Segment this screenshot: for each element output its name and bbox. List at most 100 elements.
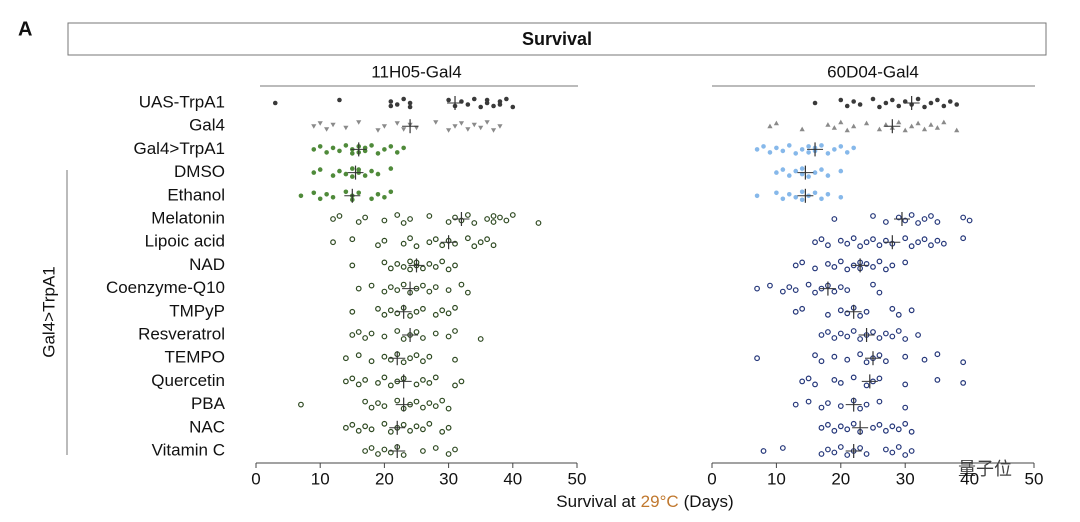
point (452, 304, 458, 311)
point (754, 285, 760, 292)
point (465, 127, 471, 132)
point (394, 102, 400, 107)
point (876, 126, 883, 132)
point (362, 214, 369, 221)
point (812, 289, 818, 296)
point (850, 420, 857, 427)
point (825, 261, 831, 267)
point (831, 288, 838, 295)
point (349, 421, 356, 428)
point (921, 236, 928, 243)
x-tick-label: 30 (896, 469, 915, 488)
point (819, 167, 824, 172)
header: Survival (522, 29, 592, 49)
point (934, 237, 941, 244)
point (922, 104, 927, 110)
point (317, 196, 323, 202)
point (407, 216, 413, 222)
point (368, 358, 375, 365)
point (458, 121, 465, 126)
point (381, 237, 388, 244)
point (381, 311, 388, 318)
point (863, 359, 870, 366)
point (844, 103, 850, 109)
row-label: TEMPO (165, 348, 225, 367)
point (350, 174, 355, 179)
point (851, 99, 856, 104)
row-label: Vitamin C (152, 440, 225, 459)
point (838, 119, 844, 125)
point (504, 96, 509, 102)
point (895, 311, 902, 318)
point (426, 400, 433, 407)
point (336, 213, 343, 219)
x-tick-label: 40 (503, 469, 522, 488)
point (382, 147, 387, 152)
point (761, 144, 766, 149)
point (889, 333, 896, 340)
point (509, 212, 516, 218)
point (497, 102, 503, 107)
point (799, 166, 805, 171)
point (774, 170, 779, 175)
point (407, 266, 413, 273)
point (381, 124, 387, 129)
point (940, 240, 947, 247)
point (844, 240, 851, 247)
point (375, 400, 381, 407)
point (934, 351, 941, 358)
point (439, 258, 446, 265)
point (850, 235, 857, 242)
point (754, 355, 760, 362)
point (330, 173, 336, 178)
point (464, 212, 471, 218)
point (774, 145, 779, 151)
point (452, 262, 458, 269)
point (780, 196, 786, 202)
x-tick-label: 30 (439, 469, 458, 488)
point (909, 123, 915, 129)
point (400, 359, 407, 366)
point (882, 219, 889, 225)
point (793, 168, 799, 174)
point (490, 213, 497, 219)
point (432, 311, 439, 318)
point (876, 258, 883, 265)
point (812, 170, 818, 175)
point (863, 308, 870, 315)
group-label: Gal4>TrpA1 (39, 266, 58, 358)
point (831, 449, 838, 456)
point (426, 420, 433, 427)
x-tick-label: 20 (831, 469, 850, 488)
point (779, 288, 786, 295)
point (330, 195, 336, 200)
point (805, 375, 812, 382)
panel-title: 60D04-Gal4 (827, 62, 919, 81)
point (863, 401, 870, 408)
point (355, 329, 362, 335)
point (799, 259, 806, 266)
point (420, 404, 426, 411)
point (490, 242, 497, 249)
point (484, 97, 490, 103)
point (381, 403, 388, 410)
point (445, 424, 452, 431)
point (355, 219, 362, 225)
point (876, 289, 883, 296)
point (921, 356, 928, 363)
point (805, 281, 812, 288)
point (355, 352, 362, 359)
point (902, 127, 908, 133)
point (420, 265, 426, 272)
point (350, 151, 355, 156)
point (420, 335, 426, 341)
point (400, 220, 407, 226)
point (870, 329, 876, 335)
point (394, 121, 400, 126)
point (786, 173, 792, 178)
point (870, 213, 876, 219)
row-label: Resveratrol (138, 324, 225, 343)
point (478, 125, 484, 131)
point (337, 148, 342, 154)
